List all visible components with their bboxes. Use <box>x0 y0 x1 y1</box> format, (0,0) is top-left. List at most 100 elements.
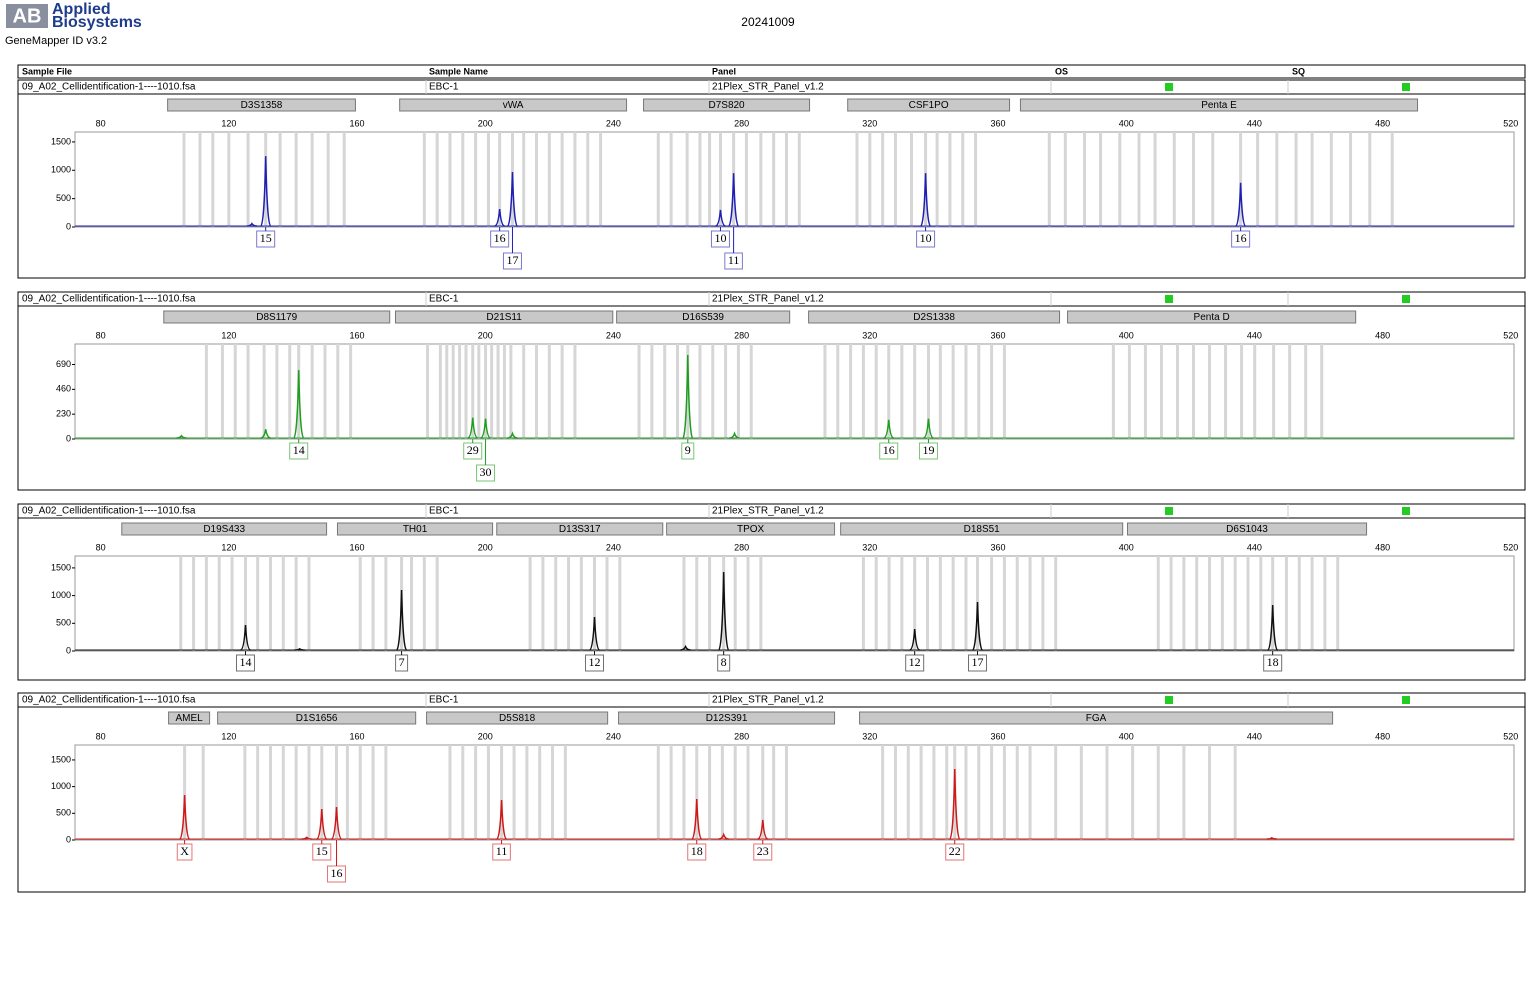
bin <box>874 344 878 439</box>
bin <box>761 745 765 840</box>
bin <box>204 344 208 439</box>
peak <box>923 418 934 439</box>
bin <box>262 344 266 439</box>
bin <box>384 556 388 651</box>
allele-box <box>1263 654 1283 672</box>
peak <box>883 419 894 439</box>
allele-label: 22 <box>949 844 961 858</box>
bin <box>535 344 539 439</box>
bin <box>320 745 324 840</box>
y-tick-label: 500 <box>56 618 71 628</box>
bin <box>1127 344 1131 439</box>
bin <box>913 556 917 651</box>
allele-label: 18 <box>691 844 703 858</box>
panel-box <box>17 291 1526 491</box>
y-tick-label: 0 <box>66 645 71 655</box>
x-tick-label: 160 <box>350 118 365 128</box>
bin <box>246 344 250 439</box>
x-tick-label: 520 <box>1503 542 1518 552</box>
bin <box>650 344 654 439</box>
bin <box>1079 745 1083 840</box>
marker-bar <box>1126 522 1368 536</box>
peak <box>467 417 478 439</box>
peak <box>1266 836 1277 840</box>
bin <box>490 344 494 439</box>
bin <box>438 344 442 439</box>
marker-bar <box>426 711 609 725</box>
panel-box <box>17 692 1526 893</box>
allele-box <box>918 442 938 460</box>
peak <box>331 806 342 840</box>
marker-name: D21S11 <box>486 312 522 323</box>
peak <box>292 370 305 439</box>
bin <box>1349 132 1353 227</box>
allele-label: 10 <box>920 231 932 245</box>
bin <box>682 556 686 651</box>
allele-label: 17 <box>506 253 518 267</box>
peak <box>589 616 600 651</box>
y-tick-label: 690 <box>56 359 71 369</box>
marker-bar <box>1067 310 1357 324</box>
peak <box>1234 182 1247 227</box>
panel-name: 21Plex_STR_Panel_v1.2 <box>712 506 824 517</box>
x-tick-label: 200 <box>478 330 493 340</box>
bin <box>502 344 506 439</box>
peak <box>494 209 505 227</box>
allele-box <box>967 654 987 672</box>
bin <box>733 556 737 651</box>
bin <box>410 556 414 651</box>
allele-box <box>945 843 965 861</box>
bin <box>535 132 539 227</box>
peak <box>919 173 932 227</box>
bin <box>711 344 715 439</box>
peak <box>727 173 740 227</box>
bin <box>861 556 865 651</box>
bin <box>784 745 788 840</box>
peak <box>717 571 730 651</box>
bin <box>294 745 298 840</box>
x-tick-label: 280 <box>734 731 749 741</box>
panel-box <box>17 503 1526 681</box>
bin <box>1182 745 1186 840</box>
bin <box>900 344 904 439</box>
x-tick-label: 360 <box>990 542 1005 552</box>
peak <box>718 832 729 840</box>
allele-box <box>717 654 731 672</box>
date: 20241009 <box>741 15 795 29</box>
bin <box>496 344 500 439</box>
marker-name: TH01 <box>403 524 428 535</box>
bin <box>868 132 872 227</box>
peak <box>507 431 518 439</box>
bin <box>1294 132 1298 227</box>
allele-label: 12 <box>589 655 601 669</box>
marker-name: Penta E <box>1201 100 1237 111</box>
peak <box>316 808 328 840</box>
status-square <box>1165 295 1173 303</box>
bin <box>1159 344 1163 439</box>
bin <box>772 745 776 840</box>
bin <box>961 132 965 227</box>
x-tick-label: 440 <box>1247 118 1262 128</box>
bin <box>243 745 247 840</box>
allele-label: 19 <box>922 443 934 457</box>
marker-name: D12S391 <box>706 713 748 724</box>
marker-name: D1S1656 <box>296 713 338 724</box>
bin <box>192 556 196 651</box>
marker-bar <box>394 310 614 324</box>
bin <box>1083 132 1087 227</box>
bin <box>1271 556 1275 651</box>
y-tick-label: 0 <box>66 221 71 231</box>
panel-box <box>17 79 1526 279</box>
bin <box>938 344 942 439</box>
bin <box>560 344 564 439</box>
bin <box>1169 556 1173 651</box>
allele-box <box>256 230 276 248</box>
bin <box>669 745 673 840</box>
marker-bar <box>167 98 356 112</box>
bin <box>1028 556 1032 651</box>
status-square <box>1165 83 1173 91</box>
bin <box>1253 344 1257 439</box>
allele-box <box>753 843 773 861</box>
bin <box>435 556 439 651</box>
bin <box>938 556 942 651</box>
